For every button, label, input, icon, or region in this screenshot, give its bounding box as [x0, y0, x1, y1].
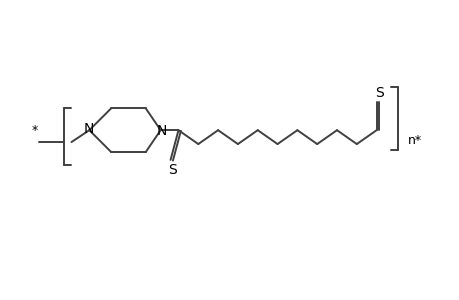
Text: *: * — [32, 124, 38, 137]
Text: N: N — [83, 122, 93, 136]
Text: N: N — [156, 124, 167, 138]
Text: n*: n* — [408, 134, 421, 147]
Text: S: S — [375, 85, 383, 100]
Text: S: S — [168, 163, 177, 177]
